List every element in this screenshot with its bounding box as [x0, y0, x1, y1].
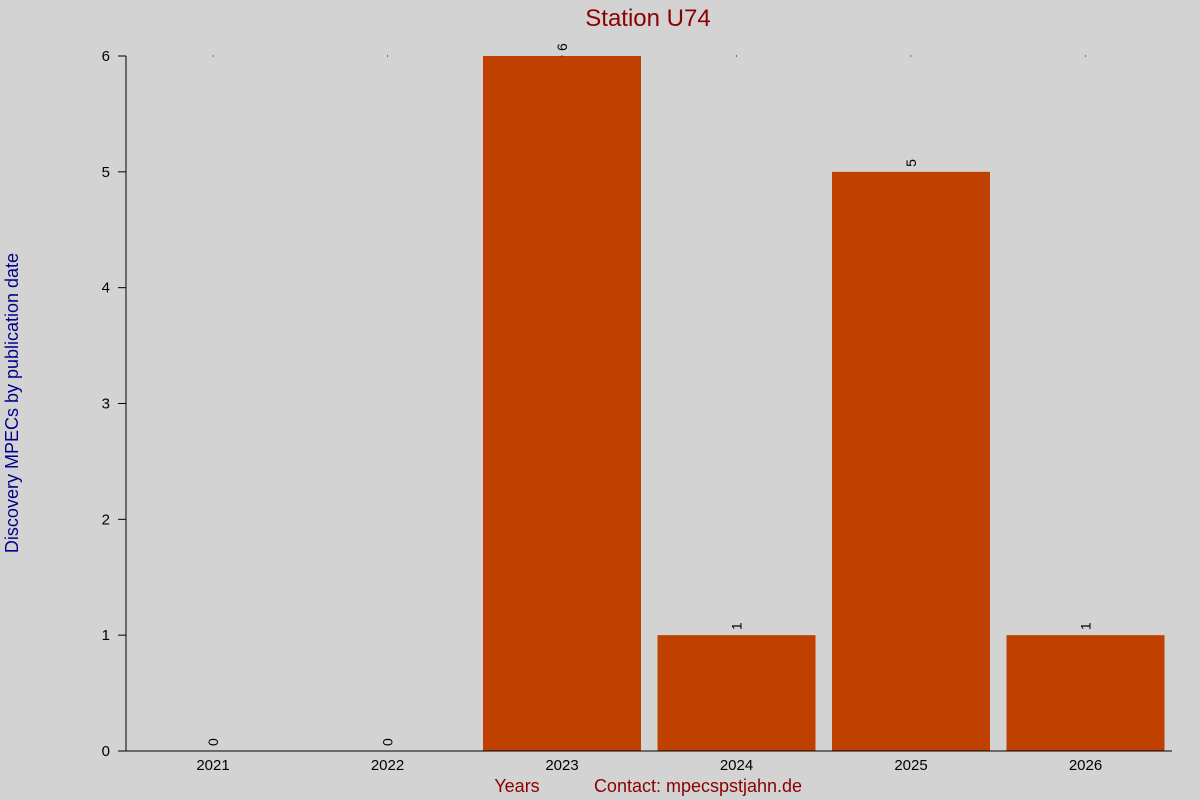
data-label: 5 — [903, 159, 919, 167]
y-tick-label: 6 — [102, 48, 110, 65]
y-tick-label: 0 — [102, 743, 110, 760]
y-tick-label: 3 — [102, 396, 110, 413]
x-tick-label: 2024 — [720, 757, 753, 774]
chart-title: Station U74 — [585, 5, 710, 32]
x-tick-label: 2022 — [371, 757, 404, 774]
y-tick-label: 4 — [102, 280, 110, 297]
x-tick-label: 2026 — [1069, 757, 1102, 774]
contact-text: Contact: mpecspstjahn.de — [594, 776, 802, 796]
data-label: 1 — [729, 622, 745, 630]
y-axis-label: Discovery MPECs by publication date — [2, 253, 22, 553]
x-tick-label: 2023 — [545, 757, 578, 774]
top-tick-dot — [561, 55, 563, 57]
bar — [483, 56, 641, 751]
data-label: 0 — [380, 738, 396, 746]
y-tick-label: 5 — [102, 164, 110, 181]
y-tick-label: 2 — [102, 511, 110, 528]
y-tick-label: 1 — [102, 627, 110, 644]
x-tick-label: 2021 — [196, 757, 229, 774]
data-label: 1 — [1078, 622, 1094, 630]
bar — [657, 635, 816, 751]
top-tick-dot — [736, 55, 737, 57]
bar — [1006, 635, 1165, 751]
top-tick-dot — [387, 55, 388, 57]
data-label: 6 — [554, 43, 570, 51]
data-labels-group: 0 0 6 1 5 1 — [205, 43, 1094, 746]
x-axis-label: Years — [494, 776, 539, 796]
top-tick-dot — [1085, 55, 1086, 57]
top-tick-dot — [910, 55, 912, 57]
ticks-group: 0 1 2 3 4 5 6 2021 2022 2023 2024 2025 2026 — [102, 48, 1103, 774]
top-tick-dot — [212, 55, 214, 57]
x-tick-label: 2025 — [894, 757, 927, 774]
bars-group — [483, 56, 1165, 752]
data-label: 0 — [205, 738, 221, 746]
bar — [832, 171, 990, 752]
